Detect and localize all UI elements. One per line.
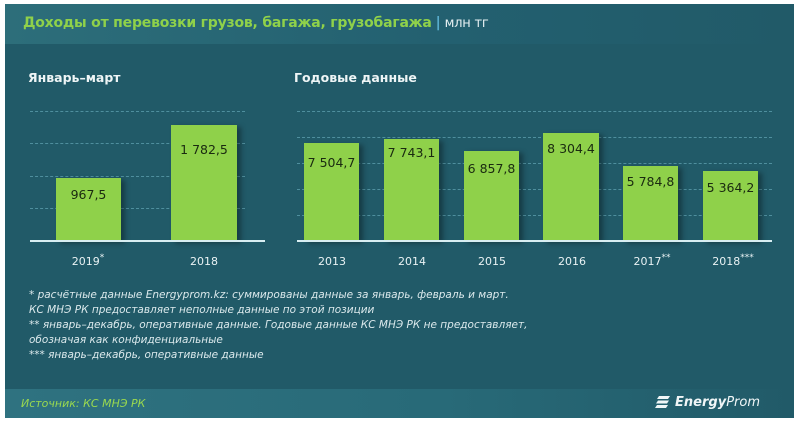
bar-2015: 6 857,8 <box>464 151 519 241</box>
year-text: 2017 <box>633 255 662 268</box>
energyprom-logo-icon <box>655 396 671 408</box>
footer-bar: Источник: КС МНЭ РК EnergyProm <box>5 389 794 418</box>
x-label-2017: 2017** <box>612 253 692 268</box>
bar-value: 967,5 <box>70 187 107 202</box>
bar-2018: 1 782,5 <box>171 125 237 241</box>
bar-value: 1 782,5 <box>180 142 228 157</box>
gridline <box>297 215 772 216</box>
bar-value: 7 743,1 <box>387 145 436 160</box>
bar-value: 7 504,7 <box>307 155 356 170</box>
gridline <box>30 208 245 209</box>
infographic: Доходы от перевозки грузов, багажа, груз… <box>5 4 794 418</box>
footnote-line: обозначая как конфиденциальные <box>29 334 223 346</box>
title-text: Доходы от перевозки грузов, багажа, груз… <box>23 15 432 31</box>
year-text: 2014 <box>398 255 426 268</box>
x-label-2014: 2014 <box>372 255 452 268</box>
logo-text-rest: Prom <box>726 394 760 410</box>
gridline <box>297 111 772 112</box>
bar-value: 8 304,4 <box>547 141 595 156</box>
x-label-2016: 2016 <box>532 255 612 268</box>
bar-2017: 5 784,8 <box>623 166 678 241</box>
x-axis-line <box>30 240 265 242</box>
gridline <box>30 143 245 144</box>
footnote-line: *** январь–декабрь, оперативные данные <box>29 349 264 361</box>
year-text: 2015 <box>478 255 506 268</box>
year-text: 2018 <box>190 255 218 268</box>
gridline <box>297 137 772 138</box>
bar-value: 5 784,8 <box>626 174 675 189</box>
year-text: 2018 <box>712 255 741 268</box>
x-label-2018: 2018 <box>164 255 244 268</box>
footnotes: * расчётные данные Energyprom.kz: суммир… <box>29 288 527 363</box>
logo-text-bold: Energy <box>675 394 727 410</box>
bar-2014: 7 743,1 <box>384 139 439 241</box>
footnote-line: КС МНЭ РК предоставляет неполные данные … <box>29 304 375 316</box>
gridline <box>30 111 245 112</box>
year-text: 2016 <box>558 255 586 268</box>
footnote-mark: ** <box>661 253 671 263</box>
title-separator: | <box>435 15 441 31</box>
gridline <box>297 189 772 190</box>
x-label-2015: 2015 <box>452 255 532 268</box>
right-chart-label: Годовые данные <box>294 70 417 85</box>
x-label-2018-annual: 2018*** <box>693 253 773 268</box>
year-text: 2013 <box>318 255 346 268</box>
energyprom-logo: EnergyProm <box>655 394 760 410</box>
logo-text: EnergyProm <box>675 395 760 410</box>
bar-2019: 967,5 <box>56 178 121 241</box>
chart-title: Доходы от перевозки грузов, багажа, груз… <box>23 15 489 31</box>
unit-label: млн тг <box>444 16 489 31</box>
x-axis-line <box>297 240 772 242</box>
left-chart-label: Январь–март <box>28 70 121 85</box>
bar-value: 6 857,8 <box>467 161 516 176</box>
footnote-line: ** январь–декабрь, оперативные данные. Г… <box>29 319 528 331</box>
header-bar: Доходы от перевозки грузов, багажа, груз… <box>5 4 794 44</box>
bar-value: 5 364,2 <box>706 180 755 195</box>
year-text: 2019 <box>71 255 100 268</box>
x-label-2019: 2019* <box>48 253 128 268</box>
x-label-2013: 2013 <box>292 255 372 268</box>
gridline <box>297 163 772 164</box>
bar-2013: 7 504,7 <box>304 143 359 241</box>
bar-2018-annual: 5 364,2 <box>703 171 758 241</box>
footnote-mark: *** <box>740 253 754 263</box>
gridline <box>30 176 245 177</box>
footnote-mark: * <box>99 253 105 263</box>
source-label: Источник: КС МНЭ РК <box>21 397 146 410</box>
footnote-line: * расчётные данные Energyprom.kz: суммир… <box>29 289 509 301</box>
bar-2016: 8 304,4 <box>543 133 599 241</box>
